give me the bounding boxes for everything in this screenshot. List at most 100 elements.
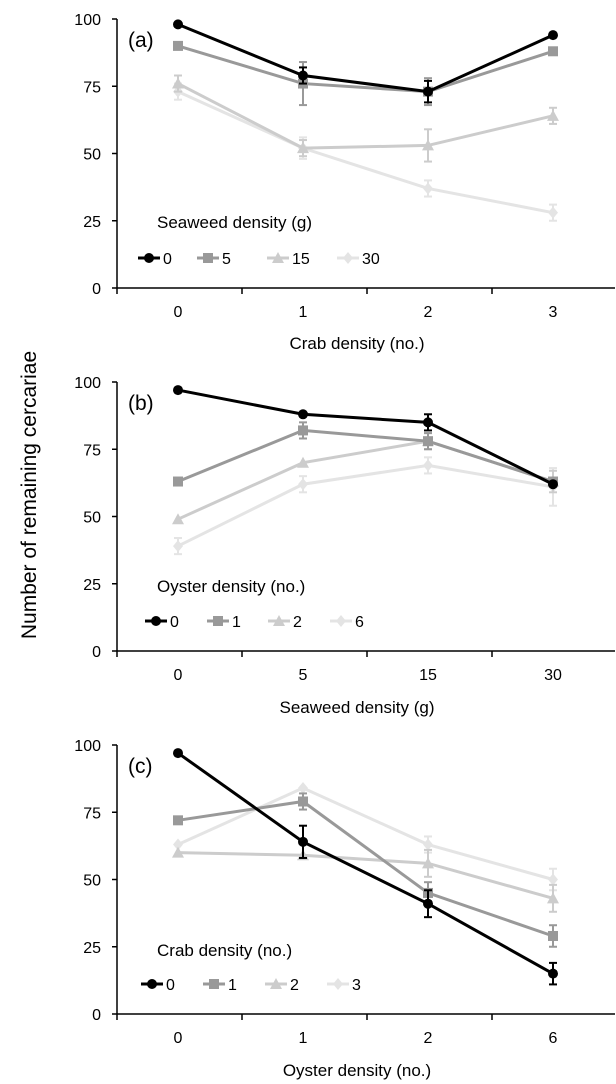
legend-entry: 5 [197, 251, 231, 268]
legend-label: 2 [293, 614, 302, 631]
data-point [298, 836, 308, 847]
legend-entry: 3 [327, 977, 361, 994]
data-point [173, 385, 183, 396]
x-axis-label: Oyster density (no.) [283, 1061, 431, 1080]
x-tick-label: 15 [419, 667, 437, 684]
legend-marker [144, 253, 154, 263]
panel-label: (c) [128, 755, 153, 778]
data-point [547, 892, 559, 904]
series-line [177, 388, 554, 486]
data-point [172, 846, 184, 858]
chart-panel: 0 25 50 75 100 0 5 15 30 Seaweed density (g) (b) Oy… [74, 375, 615, 717]
legend-entry: 2 [268, 614, 302, 631]
series-6 [173, 456, 558, 556]
legend-label: 0 [170, 614, 179, 631]
x-tick-label: 1 [299, 1030, 308, 1047]
data-point [423, 436, 433, 447]
series-0 [173, 385, 558, 490]
series-line [177, 786, 554, 881]
data-point [172, 513, 184, 525]
data-point [548, 930, 558, 941]
data-point [548, 206, 558, 219]
series-0 [173, 748, 558, 986]
legend-entry: 30 [337, 251, 380, 268]
data-point [423, 417, 433, 428]
legend-marker [272, 252, 284, 263]
data-point [298, 796, 308, 807]
data-point [423, 86, 433, 97]
legend-marker [333, 978, 343, 990]
panel-label: (b) [128, 392, 154, 415]
panel-label: (a) [128, 29, 154, 52]
data-point [423, 459, 433, 472]
series-5 [173, 40, 558, 107]
series-line [177, 439, 554, 521]
legend-label: 0 [166, 977, 175, 994]
data-point [297, 142, 309, 154]
legend-marker [209, 979, 219, 989]
data-point [423, 838, 433, 851]
legend-entry: 15 [267, 251, 310, 268]
y-tick-label: 0 [92, 644, 101, 661]
y-tick-label: 75 [83, 79, 101, 96]
series-15 [172, 74, 559, 163]
legend-label: 2 [290, 977, 299, 994]
y-tick-label: 0 [92, 1007, 101, 1024]
legend-entry: 1 [203, 977, 237, 994]
y-tick-label: 50 [83, 873, 101, 890]
legend-entry: 0 [145, 614, 179, 631]
series-line [177, 428, 554, 483]
data-point [173, 838, 183, 851]
legend-entry: 6 [330, 614, 364, 631]
legend-label: 30 [362, 251, 380, 268]
y-tick-label: 50 [83, 147, 101, 164]
legend-marker [151, 616, 161, 626]
data-point [547, 109, 559, 121]
y-tick-label: 75 [83, 442, 101, 459]
legend-entry: 1 [207, 614, 241, 631]
series-line [177, 82, 554, 150]
y-tick-label: 25 [83, 940, 101, 957]
series-3 [173, 782, 558, 892]
x-tick-label: 0 [174, 304, 183, 321]
data-point [422, 857, 434, 869]
x-tick-label: 2 [424, 304, 433, 321]
x-tick-label: 5 [299, 667, 308, 684]
legend-label: 6 [355, 614, 364, 631]
x-tick-label: 6 [549, 1030, 558, 1047]
legend-label: 1 [228, 977, 237, 994]
y-tick-label: 100 [74, 375, 101, 392]
series-line [177, 799, 554, 938]
chart-panel: 0 25 50 75 100 0 1 2 6 Oyster density (no.) (c) Cra… [74, 738, 615, 1080]
y-tick-label: 75 [83, 805, 101, 822]
data-point [173, 40, 183, 51]
data-point [422, 139, 434, 151]
legend-label: 3 [352, 977, 361, 994]
y-tick-label: 100 [74, 12, 101, 29]
legend-marker [147, 979, 157, 989]
legend-label: 0 [163, 251, 172, 268]
data-point [423, 898, 433, 909]
legend-marker [270, 978, 282, 989]
series-line [177, 22, 554, 94]
series-line [177, 751, 554, 975]
legend-title: Oyster density (no.) [157, 577, 305, 596]
legend-marker [273, 615, 285, 626]
series-line [177, 463, 554, 548]
y-tick-label: 50 [83, 510, 101, 527]
legend-entry: 0 [138, 251, 172, 268]
x-axis-label: Crab density (no.) [289, 334, 424, 353]
legend-label: 5 [222, 251, 231, 268]
data-point [548, 46, 558, 57]
data-point [298, 425, 308, 436]
legend-label: 1 [232, 614, 241, 631]
legend-label: 15 [292, 251, 310, 268]
data-point [548, 873, 558, 886]
legend-marker [213, 616, 223, 626]
data-point [548, 30, 558, 41]
x-axis-label: Seaweed density (g) [280, 698, 435, 717]
data-point [548, 968, 558, 979]
y-axis-label: Number of remaining cercariae [18, 351, 41, 639]
legend-title: Seaweed density (g) [157, 213, 312, 232]
